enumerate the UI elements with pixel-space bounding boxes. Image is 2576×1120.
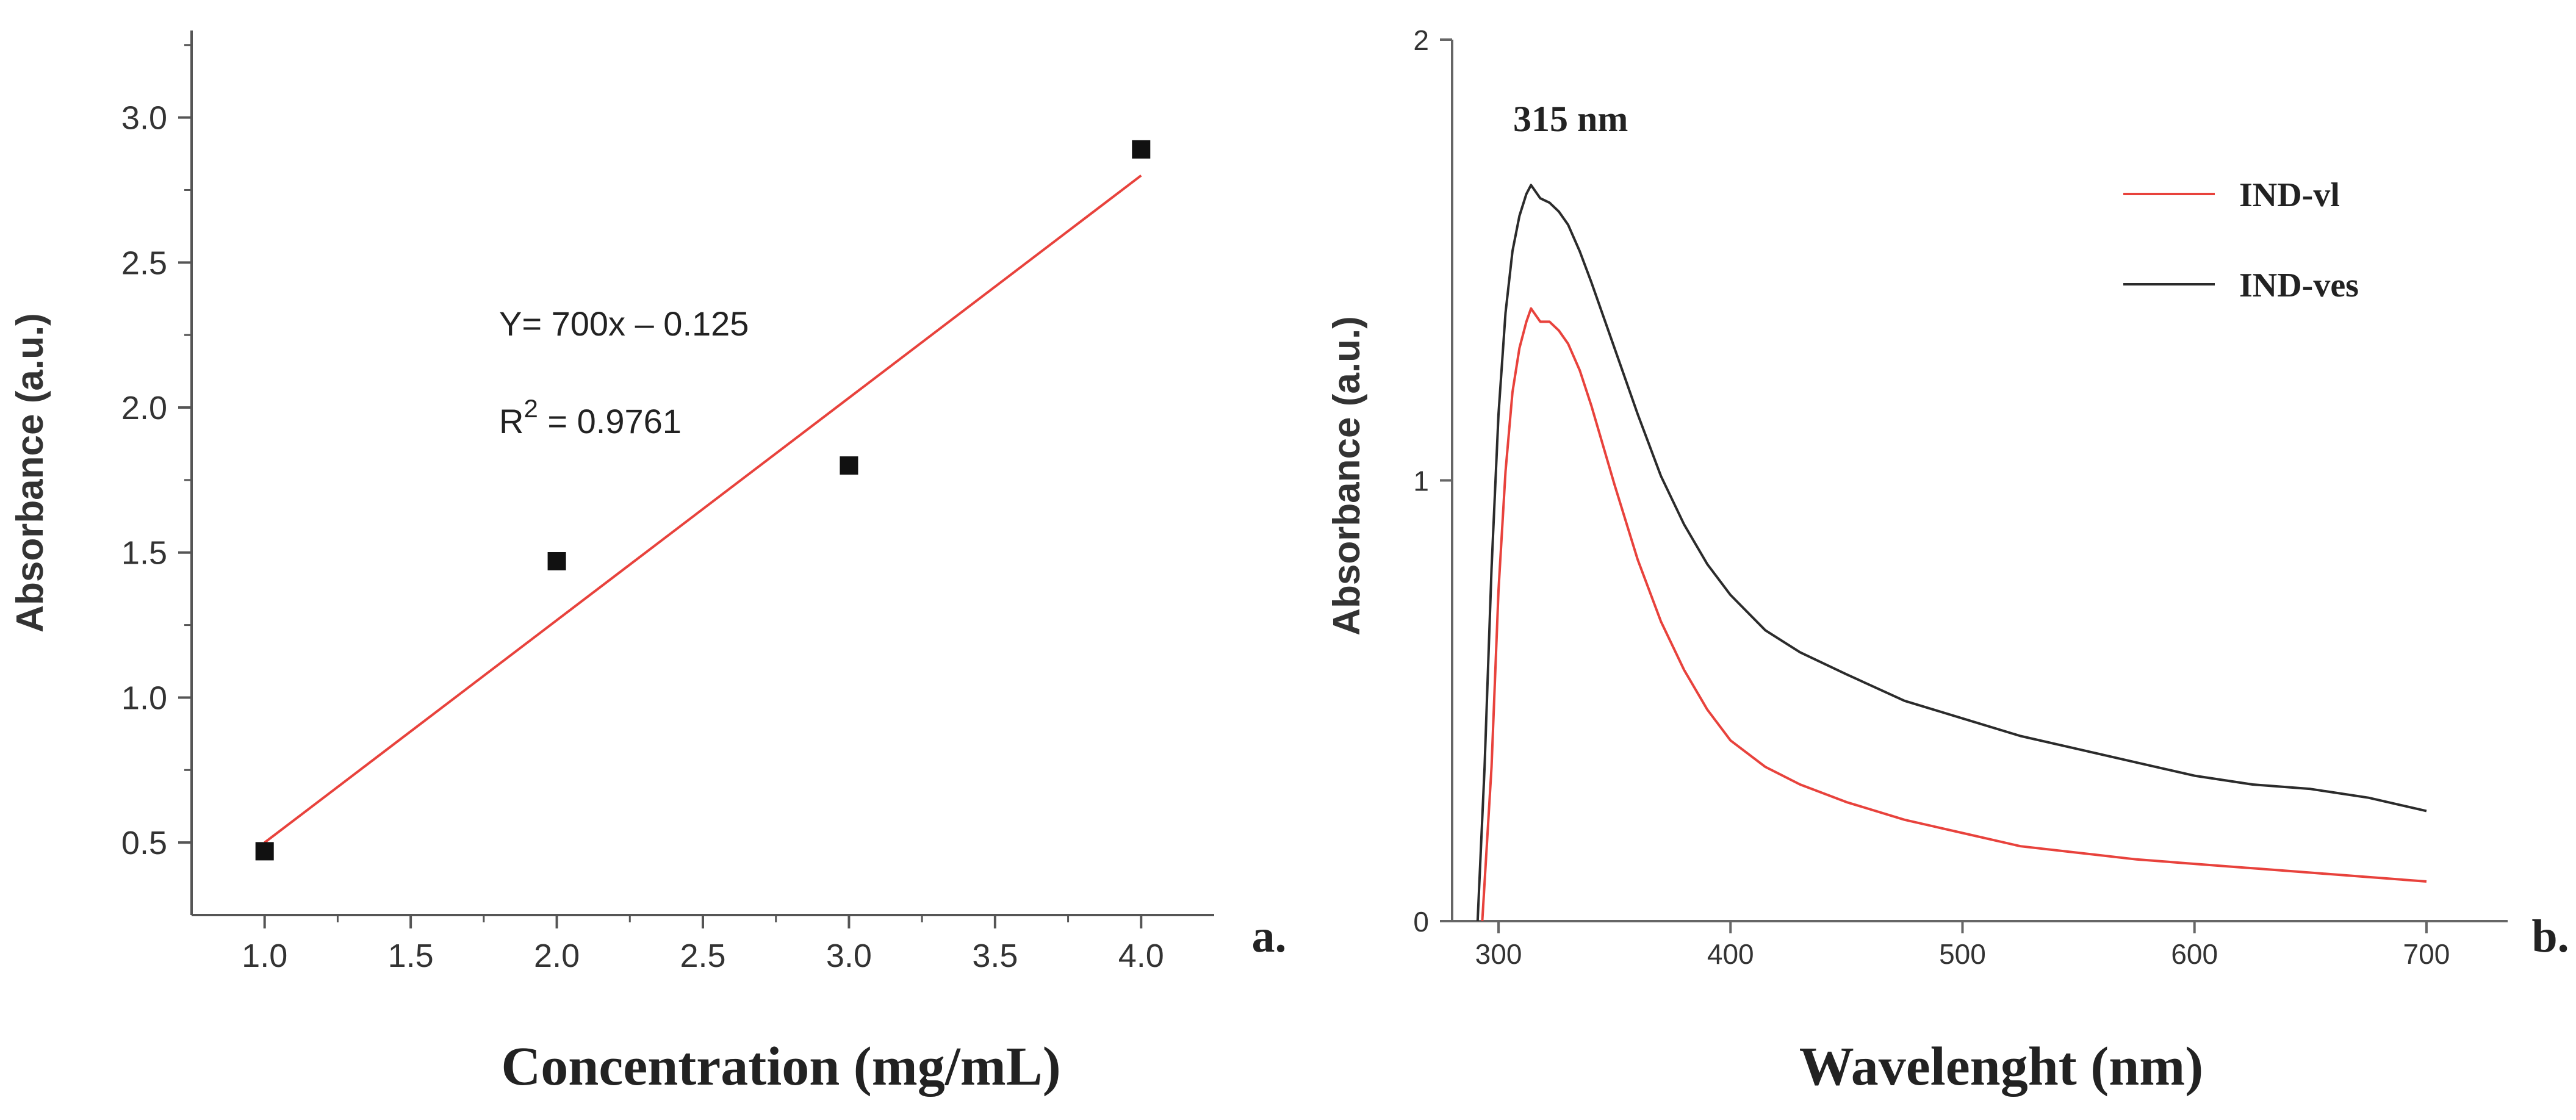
panel-a-data-point [1132, 140, 1151, 159]
panel-b-legend-label: IND-ves [2239, 267, 2359, 304]
panel-b-x-tick-label: 600 [2171, 938, 2218, 970]
panel-a-y-tick-label: 1.0 [121, 680, 167, 716]
panel-a-y-tick-label: 0.5 [121, 825, 167, 861]
panel-a-label: a. [1252, 911, 1287, 962]
panel-b-legend-label: IND-vl [2239, 176, 2340, 214]
panel-a-y-tick-label: 1.5 [121, 535, 167, 572]
panel-a-x-tick-label: 1.0 [242, 938, 287, 974]
panel-b-y-tick-label: 2 [1413, 24, 1429, 56]
panel-a-r-squared: R2 = 0.9761 [499, 394, 682, 440]
panel-a-y-tick-label: 3.0 [121, 100, 167, 137]
panel-a-data-point [840, 456, 858, 475]
panel-b-y-tick-label: 1 [1413, 465, 1429, 497]
panel-b-y-label: Absorbance (a.u.) [1326, 316, 1368, 636]
panel-a-x-label: Concentration (mg/mL) [501, 1036, 1060, 1097]
panel-b-x-tick-label: 500 [1939, 938, 1986, 970]
panel-a-data-point [547, 552, 566, 570]
panel-a-x-tick-label: 1.5 [388, 938, 434, 974]
panel-b-x-tick-label: 400 [1707, 938, 1754, 970]
panel-b-y-tick-label: 0 [1413, 906, 1429, 938]
panel-b-x-tick-label: 300 [1475, 938, 1522, 970]
panel-a-x-tick-label: 2.5 [680, 938, 725, 974]
panel-a-x-tick-label: 4.0 [1118, 938, 1164, 974]
panel-a-chart: 0.5 1.0 1.5 2.0 2.5 3.0 1.0 1.5 2.0 2.5 3.0 3.5 4.0… [9, 31, 1287, 1097]
panel-b-series-ind-ves [1476, 184, 2427, 922]
panel-b-legend: IND-vl IND-ves [2123, 176, 2359, 304]
panel-a-y-tick-label: 2.5 [121, 245, 167, 281]
panel-a-y-tick-label: 2.0 [121, 390, 167, 426]
panel-b-x-label: Wavelenght (nm) [1799, 1036, 2203, 1097]
panel-a-fit-line [264, 174, 1142, 844]
panel-a-equation: Y= 700x – 0.125 [499, 304, 749, 343]
panel-b-x-tick-label: 700 [2403, 938, 2450, 970]
panel-b-peak-annotation: 315 nm [1513, 99, 1628, 139]
panel-a-x-tick-label: 2.0 [534, 938, 580, 974]
panel-a-x-tick-label: 3.5 [972, 938, 1018, 974]
panel-a-y-label: Absorbance (a.u.) [9, 313, 51, 633]
panel-a-x-tick-label: 3.0 [826, 938, 872, 974]
panel-b-chart: 0 1 2 300 400 500 600 700 315 nm IND-vl IND-ves… [1326, 24, 2569, 1097]
panel-a-data-point [255, 842, 274, 861]
panel-b-series-ind-vl [1481, 307, 2427, 922]
panel-b-label: b. [2531, 911, 2569, 962]
